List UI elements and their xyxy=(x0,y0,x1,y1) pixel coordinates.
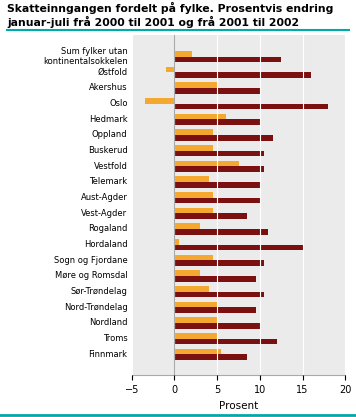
Bar xyxy=(174,239,179,244)
Bar xyxy=(174,323,260,329)
Bar xyxy=(174,339,277,344)
Text: januar-juli frå 2000 til 2001 og frå 2001 til 2002: januar-juli frå 2000 til 2001 og frå 200… xyxy=(7,15,299,28)
Bar xyxy=(174,223,200,229)
Bar xyxy=(174,51,192,57)
Bar xyxy=(174,88,260,93)
Bar xyxy=(174,166,264,172)
Bar xyxy=(174,119,260,125)
Bar xyxy=(174,192,213,198)
Bar xyxy=(174,317,217,323)
Bar xyxy=(174,113,226,119)
Bar xyxy=(174,244,303,250)
Bar xyxy=(174,286,209,291)
Bar xyxy=(145,98,174,103)
Bar xyxy=(174,57,281,62)
Bar xyxy=(174,176,209,182)
Bar xyxy=(174,301,217,307)
Bar xyxy=(166,67,174,72)
Bar xyxy=(174,72,311,78)
Bar xyxy=(174,307,256,313)
Bar xyxy=(174,276,256,281)
Bar xyxy=(174,145,213,151)
Bar xyxy=(174,129,213,135)
Bar xyxy=(174,260,264,266)
Bar xyxy=(174,161,239,166)
Bar xyxy=(174,182,260,188)
Text: Skatteinngangen fordelt på fylke. Prosentvis endring: Skatteinngangen fordelt på fylke. Prosen… xyxy=(7,2,334,14)
Bar xyxy=(174,229,268,234)
Bar xyxy=(174,151,264,156)
Bar xyxy=(174,349,221,354)
Bar xyxy=(174,103,328,109)
Bar xyxy=(174,254,213,260)
Bar xyxy=(174,213,247,219)
X-axis label: Prosent: Prosent xyxy=(219,401,258,411)
Bar xyxy=(174,354,247,360)
Bar xyxy=(174,208,213,213)
Bar xyxy=(174,82,217,88)
Bar xyxy=(174,270,200,276)
Bar xyxy=(174,198,260,203)
Bar xyxy=(174,291,264,297)
Bar xyxy=(174,333,217,339)
Bar xyxy=(174,135,273,141)
